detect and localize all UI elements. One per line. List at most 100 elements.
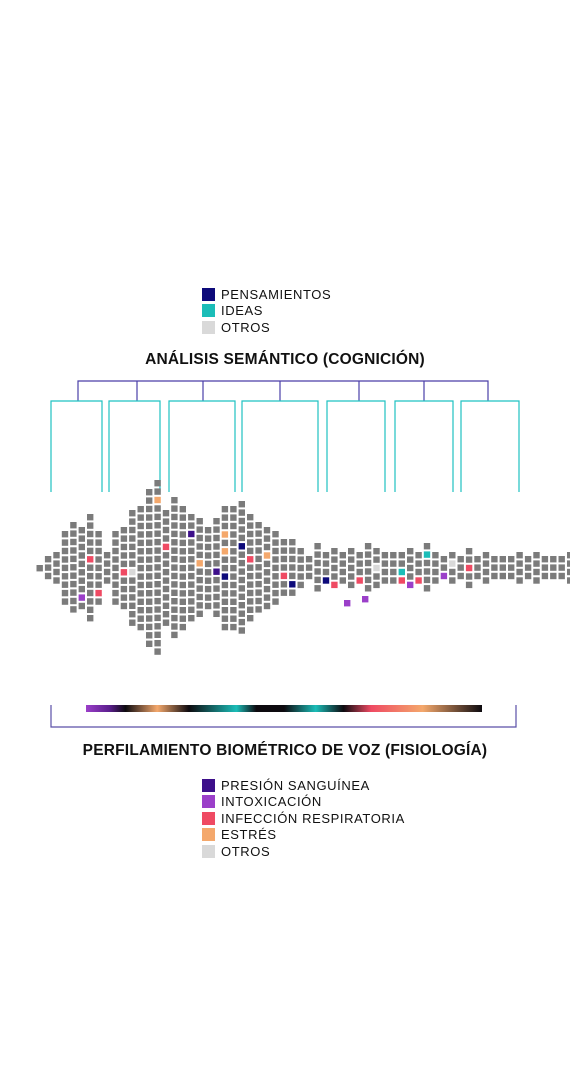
estres-swatch [202,828,215,842]
grid-cell [87,615,94,622]
legend-label: PENSAMIENTOS [221,286,332,302]
grid-cell [112,564,119,572]
legend-item-pensamientos: PENSAMIENTOS [202,286,331,303]
grid-cell [423,576,431,584]
grid-cell [407,573,414,580]
grid-cell [162,568,170,576]
grid-cell [280,581,288,588]
grid-cell [398,560,405,567]
grid-cell [179,623,186,631]
grid-cell [146,514,153,521]
legend-label: PRESIÓN SANGUÍNEA [221,777,370,793]
legend-label: OTROS [221,843,271,859]
grid-cell [137,598,144,605]
grid-cell [137,514,144,521]
grid-cell [415,560,422,567]
grid-cell [146,590,153,597]
grid-cell [272,531,279,538]
grid-cell [280,555,288,563]
grid-cell [213,526,220,533]
grid-cell [390,560,397,567]
grid-cell [449,560,456,567]
tree-branch-bracket [394,400,454,492]
grid-cell [474,556,481,563]
grid-cell [204,602,212,610]
grid-cell [356,560,363,567]
grid-cell [171,623,178,630]
grid-cell [196,585,203,592]
grid-cell [171,572,178,580]
grid-cell [137,556,144,563]
legend-item-infeccion: INFECCIÓN RESPIRATORIA [202,810,405,827]
grid-cell [297,564,304,572]
grid-cell [516,552,523,559]
grid-cell [61,531,69,538]
grid-cell [204,543,212,551]
grid-cell [179,598,186,605]
grid-cell [289,547,296,554]
grid-cell [204,535,212,542]
grid-cell [196,593,203,601]
grid-cell [432,577,439,584]
grid-cell [432,560,439,567]
grid-cell [196,602,203,609]
legend-label: INTOXICACIÓN [221,794,322,810]
grid-cell [53,577,60,584]
grid-cell [348,556,355,563]
grid-cell [516,560,523,567]
grid-cell [398,552,405,559]
grid-cell [339,552,346,559]
grid-cell [44,572,52,580]
grid-cell [154,623,161,630]
pensamientos-swatch [202,287,215,301]
grid-cell [550,556,557,563]
grid-cell [482,552,490,559]
grid-cell [230,556,237,563]
grid-cell [87,572,94,580]
grid-cell [154,488,161,495]
grid-cell [567,560,570,567]
grid-cell [440,564,448,571]
grid-cell [381,568,389,576]
grid-cell [87,530,94,538]
grid-cell [533,577,540,584]
grid-cell [162,543,170,551]
grid-cell [230,623,237,631]
grid-cell [373,573,380,580]
grid-cell [78,543,85,551]
grid-cell [154,631,161,638]
grid-cell [129,568,136,576]
grid-cell [171,598,178,605]
grid-cell [61,539,69,546]
grid-cell [415,577,422,584]
grid-cell [255,564,262,571]
grid-cell [188,606,195,613]
semantic-legend: PENSAMIENTOS IDEAS OTROS [202,286,331,336]
grid-cell [247,572,254,580]
grid-cell [204,552,212,559]
grid-cell [499,572,506,580]
grid-cell [137,539,144,547]
grid-cell [154,538,161,546]
grid-cell [95,547,102,555]
grid-cell [61,581,69,588]
grid-cell [112,573,119,580]
grid-cell [289,555,296,563]
grid-cell [238,543,245,550]
grid-cell [179,590,186,597]
grid-cell [120,594,128,601]
grid-cell [364,585,372,592]
grid-cell [129,619,136,626]
grid-cell [221,590,229,597]
grid-cell [196,576,203,584]
grid-cell [415,552,422,559]
tree-branch-bracket [50,400,103,492]
grid-cell [550,564,557,571]
grid-cell [87,581,94,588]
grid-cell [398,568,405,576]
grid-cell [331,573,338,580]
grid-cell [289,564,296,571]
grid-cell [146,564,153,572]
grid-cell [238,610,245,617]
grid-cell [179,506,186,513]
